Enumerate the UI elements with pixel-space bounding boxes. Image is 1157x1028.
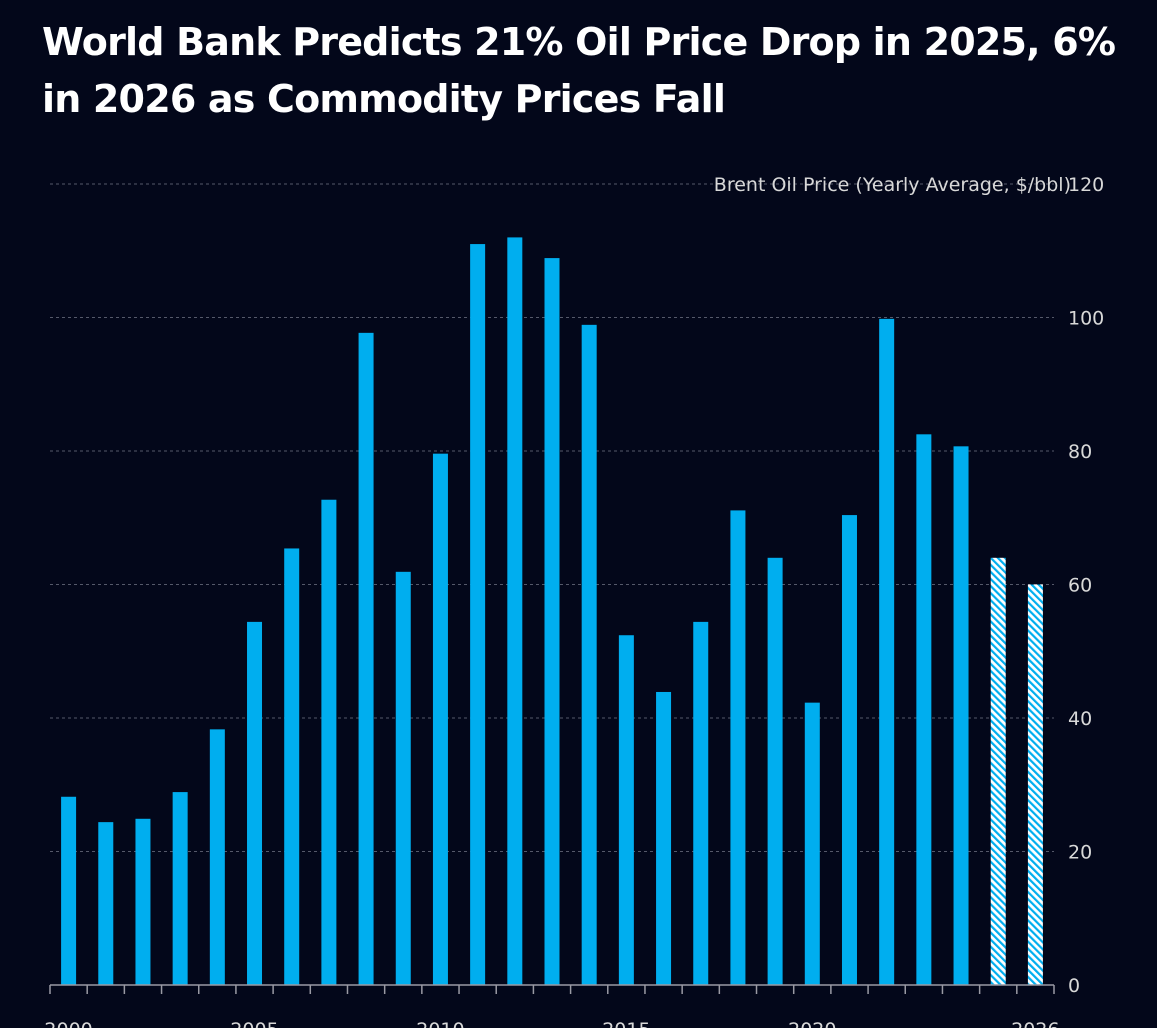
bar-2012 (507, 237, 523, 985)
bar-2004 (209, 729, 225, 985)
bar-2013 (544, 258, 560, 985)
bar-2024 (953, 446, 969, 985)
bar-2006 (284, 548, 300, 985)
bar-2009 (395, 571, 411, 985)
bar-2008 (358, 332, 374, 985)
bar-2017 (693, 621, 709, 985)
y-axis-label: Brent Oil Price (Yearly Average, $/bbl) (714, 174, 1071, 196)
y-tick-label: 0 (1068, 975, 1080, 997)
bar-2010 (432, 453, 448, 985)
bar-2021 (841, 515, 857, 985)
x-tick-label: 2015 (602, 1019, 650, 1028)
x-tick-label: 2000 (44, 1019, 92, 1028)
y-tick-label: 40 (1068, 708, 1092, 730)
y-tick-label: 60 (1068, 575, 1092, 597)
bar-2001 (98, 822, 114, 985)
bar-2000 (61, 796, 77, 985)
bar-2020 (804, 702, 820, 985)
bar-2007 (321, 499, 337, 985)
bar-2005 (247, 621, 263, 985)
y-tick-label: 100 (1068, 308, 1104, 330)
bar-2022 (879, 318, 895, 986)
x-tick-label: 2026 (1011, 1019, 1059, 1028)
bar-2016 (656, 691, 672, 985)
x-tick-label: 2010 (416, 1019, 464, 1028)
y-tick-label: 80 (1068, 441, 1092, 463)
bar-2014 (581, 324, 597, 985)
bar-2019 (767, 557, 783, 985)
chart-title: World Bank Predicts 21% Oil Price Drop i… (42, 20, 1116, 121)
bar-2002 (135, 818, 151, 985)
bar-2003 (172, 792, 188, 985)
y-tick-label: 20 (1068, 842, 1092, 864)
bar-2025 (990, 557, 1006, 985)
bar-2026 (1027, 584, 1043, 985)
y-tick-label: 120 (1068, 174, 1104, 196)
bar-2011 (470, 244, 486, 985)
x-tick-label: 2005 (230, 1019, 278, 1028)
bar-2018 (730, 510, 746, 985)
x-tick-label: 2020 (788, 1019, 836, 1028)
bar-2023 (916, 434, 932, 985)
bar-2015 (618, 635, 634, 985)
